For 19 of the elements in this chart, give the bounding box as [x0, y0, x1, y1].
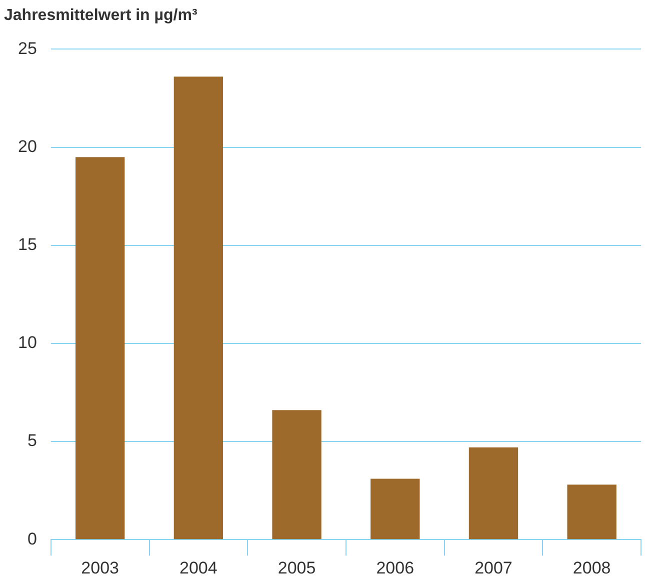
x-tick-label: 2007	[474, 558, 512, 578]
y-tick-label: 25	[18, 38, 37, 58]
y-tick-label: 15	[18, 235, 37, 254]
x-tick-label: 2005	[278, 558, 316, 578]
y-tick-label: 20	[18, 136, 37, 156]
bar	[468, 447, 518, 540]
y-tick-label: 5	[27, 431, 37, 450]
y-tick-label: 0	[27, 529, 37, 548]
x-tick-label: 2008	[572, 558, 611, 578]
bar	[174, 76, 224, 540]
y-tick-label: 10	[18, 333, 37, 352]
bar	[272, 410, 322, 540]
x-tick-label: 2003	[81, 558, 119, 578]
bar	[567, 484, 616, 540]
y-axis-title: Jahresmittelwert in µg/m³	[4, 7, 198, 24]
x-tick-label: 2004	[180, 558, 218, 578]
bar	[370, 478, 420, 540]
bar	[75, 157, 125, 540]
x-tick-label: 2006	[376, 558, 414, 578]
